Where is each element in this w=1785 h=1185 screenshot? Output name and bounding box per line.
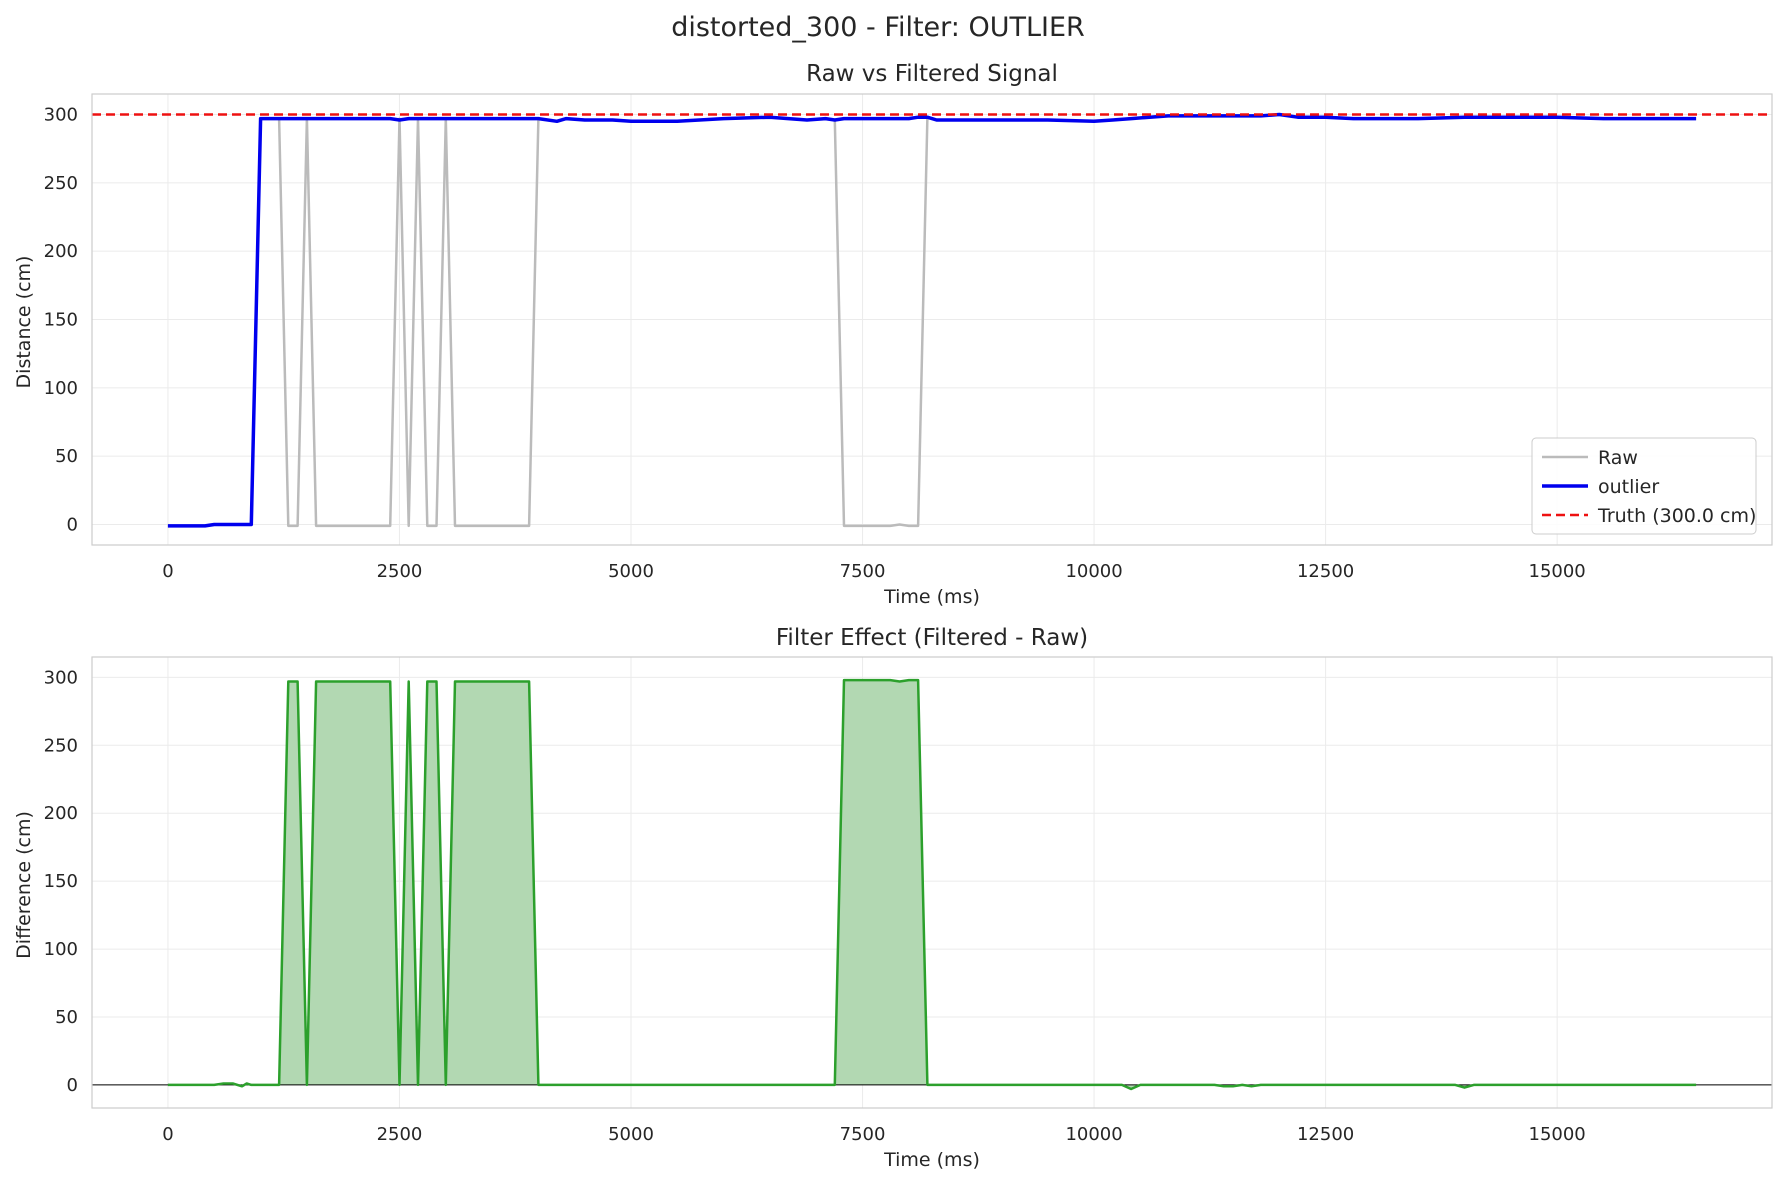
bottom-x-tick-label: 12500	[1297, 1124, 1354, 1145]
bottom-x-tick-label: 15000	[1529, 1124, 1586, 1145]
bottom-x-ticks: 0 2500 5000 7500 10000 12500 15000	[162, 1124, 1586, 1145]
top-y-tick-label: 200	[44, 241, 78, 262]
legend-raw-label: Raw	[1598, 447, 1638, 469]
bottom-x-tick-label: 0	[162, 1124, 173, 1145]
raw-series-line	[167, 113, 1697, 528]
bottom-y-tick-label: 50	[55, 1007, 78, 1028]
bottom-y-tick-label: 0	[67, 1075, 78, 1096]
top-x-tick-label: 5000	[608, 561, 654, 582]
top-y-tick-label: 300	[44, 105, 78, 126]
legend-outlier-label: outlier	[1598, 476, 1659, 498]
bottom-x-axis-label: Time (ms)	[883, 1149, 980, 1171]
bottom-y-tick-label: 250	[44, 735, 78, 756]
outlier-series-line	[167, 112, 1697, 528]
legend-box	[1531, 437, 1757, 535]
difference-area	[167, 680, 1697, 1089]
top-y-tick-label: 150	[44, 310, 78, 331]
bottom-x-tick-label: 10000	[1065, 1124, 1122, 1145]
top-y-ticks: 0 50 100 150 200 250 300	[44, 105, 78, 536]
legend: Raw outlier Truth (300.0 cm)	[1531, 437, 1757, 535]
bottom-axes-frame	[91, 656, 1773, 1109]
top-axes-frame	[91, 93, 1773, 546]
top-y-tick-label: 100	[44, 378, 78, 399]
bottom-plot-area	[92, 678, 1772, 1091]
top-x-tick-label: 15000	[1529, 561, 1586, 582]
top-y-tick-label: 50	[55, 446, 78, 467]
top-x-axis-label: Time (ms)	[883, 586, 980, 608]
figure-title: distorted_300 - Filter: OUTLIER	[671, 12, 1085, 43]
top-x-ticks: 0 2500 5000 7500 10000 12500 15000	[162, 561, 1586, 582]
top-panel-title: Raw vs Filtered Signal	[806, 61, 1058, 87]
raw-vs-filtered-panel: Raw vs Filtered Signal 0 2500 5000 7500 1000…	[13, 61, 1773, 608]
top-x-tick-label: 2500	[377, 561, 423, 582]
top-plot-area	[92, 112, 1772, 528]
bottom-x-tick-label: 7500	[840, 1124, 886, 1145]
bottom-y-tick-label: 300	[44, 667, 78, 688]
bottom-x-tick-label: 2500	[377, 1124, 423, 1145]
top-y-axis-label: Distance (cm)	[13, 256, 35, 389]
bottom-panel-title: Filter Effect (Filtered - Raw)	[776, 625, 1088, 651]
legend-truth-label: Truth (300.0 cm)	[1597, 505, 1756, 527]
bottom-y-tick-label: 100	[44, 939, 78, 960]
top-x-tick-label: 0	[162, 561, 173, 582]
top-grid	[92, 94, 1772, 545]
bottom-y-axis-label: Difference (cm)	[13, 811, 35, 959]
difference-line	[167, 678, 1697, 1091]
top-y-tick-label: 250	[44, 173, 78, 194]
bottom-y-tick-label: 200	[44, 803, 78, 824]
filter-effect-panel: Filter Effect (Filtered - Raw) 0 2500 5000…	[13, 625, 1773, 1171]
bottom-y-tick-label: 150	[44, 871, 78, 892]
bottom-x-tick-label: 5000	[608, 1124, 654, 1145]
top-x-tick-label: 10000	[1065, 561, 1122, 582]
bottom-y-ticks: 0 50 100 150 200 250 300	[44, 667, 78, 1096]
top-y-tick-label: 0	[67, 515, 78, 536]
top-x-tick-label: 12500	[1297, 561, 1354, 582]
top-x-tick-label: 7500	[840, 561, 886, 582]
